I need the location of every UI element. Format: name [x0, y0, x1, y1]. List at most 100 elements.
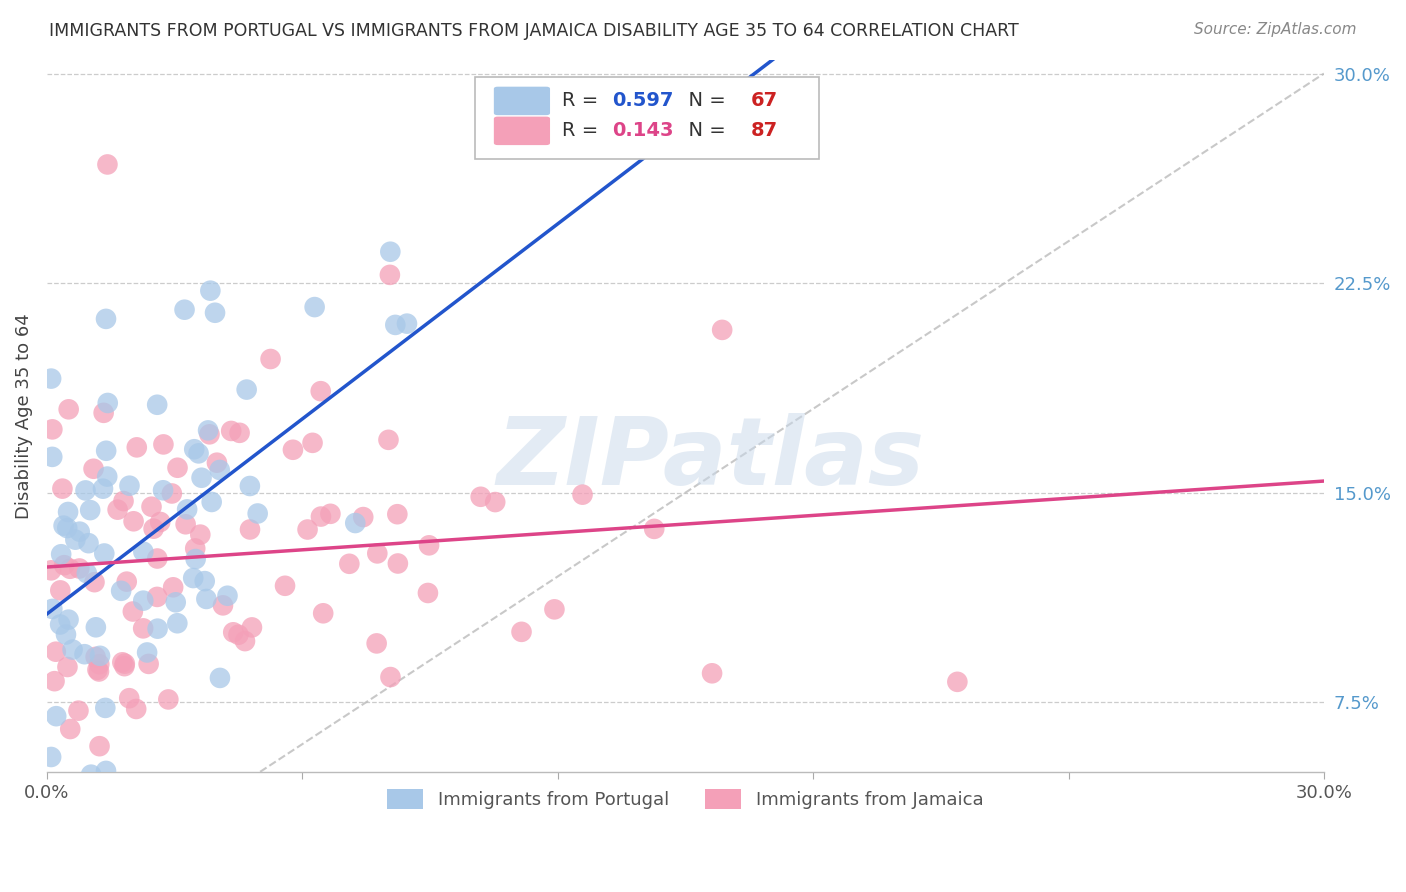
Point: [152, 437, 174, 451]
Point: [217, 589, 239, 603]
Point: [571, 488, 593, 502]
Point: [184, 552, 207, 566]
Point: [235, 383, 257, 397]
Text: 67: 67: [751, 91, 778, 111]
Point: [87, 665, 110, 679]
Point: [79, 503, 101, 517]
Point: [387, 507, 409, 521]
Text: N =: N =: [676, 121, 733, 140]
FancyBboxPatch shape: [494, 117, 550, 145]
Legend: Immigrants from Portugal, Immigrants from Jamaica: Immigrants from Portugal, Immigrants fro…: [380, 782, 991, 816]
Point: [181, 571, 204, 585]
Point: [115, 574, 138, 589]
Point: [75, 483, 97, 498]
Point: [41, 422, 63, 436]
Point: [187, 446, 209, 460]
Point: [58, 613, 80, 627]
Point: [73, 647, 96, 661]
Text: 87: 87: [751, 121, 778, 140]
Point: [39, 750, 62, 764]
Point: [146, 551, 169, 566]
Point: [259, 351, 281, 366]
FancyBboxPatch shape: [494, 87, 550, 115]
Point: [76, 566, 98, 581]
Point: [94, 701, 117, 715]
Point: [543, 602, 565, 616]
Point: [93, 406, 115, 420]
Point: [384, 318, 406, 332]
Point: [304, 300, 326, 314]
Point: [51, 547, 73, 561]
Point: [53, 558, 76, 573]
Point: [89, 657, 111, 672]
Point: [200, 284, 222, 298]
Point: [132, 545, 155, 559]
Point: [297, 523, 319, 537]
Point: [274, 579, 297, 593]
Point: [152, 483, 174, 498]
Point: [387, 557, 409, 571]
Point: [41, 450, 63, 464]
Point: [59, 722, 82, 736]
Point: [96, 443, 118, 458]
FancyBboxPatch shape: [475, 78, 820, 160]
Point: [114, 657, 136, 671]
Point: [510, 624, 533, 639]
Point: [380, 244, 402, 259]
Point: [146, 622, 169, 636]
Point: [301, 435, 323, 450]
Point: [142, 522, 165, 536]
Text: N =: N =: [676, 91, 733, 111]
Point: [309, 384, 332, 399]
Point: [45, 645, 67, 659]
Text: 0.143: 0.143: [613, 121, 673, 140]
Point: [84, 649, 107, 664]
Point: [93, 547, 115, 561]
Point: [96, 157, 118, 171]
Point: [52, 518, 75, 533]
Point: [281, 442, 304, 457]
Point: [89, 790, 111, 805]
Point: [711, 323, 734, 337]
Point: [132, 621, 155, 635]
Point: [80, 767, 103, 781]
Point: [136, 645, 159, 659]
Point: [112, 494, 135, 508]
Point: [176, 502, 198, 516]
Point: [49, 617, 72, 632]
Point: [643, 522, 665, 536]
Point: [470, 490, 492, 504]
Point: [138, 657, 160, 671]
Point: [228, 628, 250, 642]
Text: R =: R =: [561, 91, 605, 111]
Point: [201, 495, 224, 509]
Point: [165, 595, 187, 609]
Text: 0.597: 0.597: [613, 91, 673, 111]
Point: [228, 425, 250, 440]
Point: [205, 456, 228, 470]
Point: [83, 575, 105, 590]
Point: [114, 659, 136, 673]
Point: [366, 636, 388, 650]
Point: [89, 648, 111, 663]
Point: [56, 505, 79, 519]
Point: [146, 398, 169, 412]
Point: [111, 655, 134, 669]
Point: [65, 533, 87, 547]
Point: [121, 605, 143, 619]
Point: [239, 479, 262, 493]
Point: [83, 462, 105, 476]
Point: [183, 442, 205, 457]
Point: [190, 471, 212, 485]
Point: [77, 536, 100, 550]
Point: [195, 591, 218, 606]
Point: [240, 620, 263, 634]
Point: [67, 704, 90, 718]
Point: [166, 460, 188, 475]
Point: [380, 670, 402, 684]
Point: [233, 634, 256, 648]
Point: [122, 514, 145, 528]
Point: [188, 527, 211, 541]
Point: [174, 517, 197, 532]
Text: IMMIGRANTS FROM PORTUGAL VS IMMIGRANTS FROM JAMAICA DISABILITY AGE 35 TO 64 CORR: IMMIGRANTS FROM PORTUGAL VS IMMIGRANTS F…: [49, 22, 1019, 40]
